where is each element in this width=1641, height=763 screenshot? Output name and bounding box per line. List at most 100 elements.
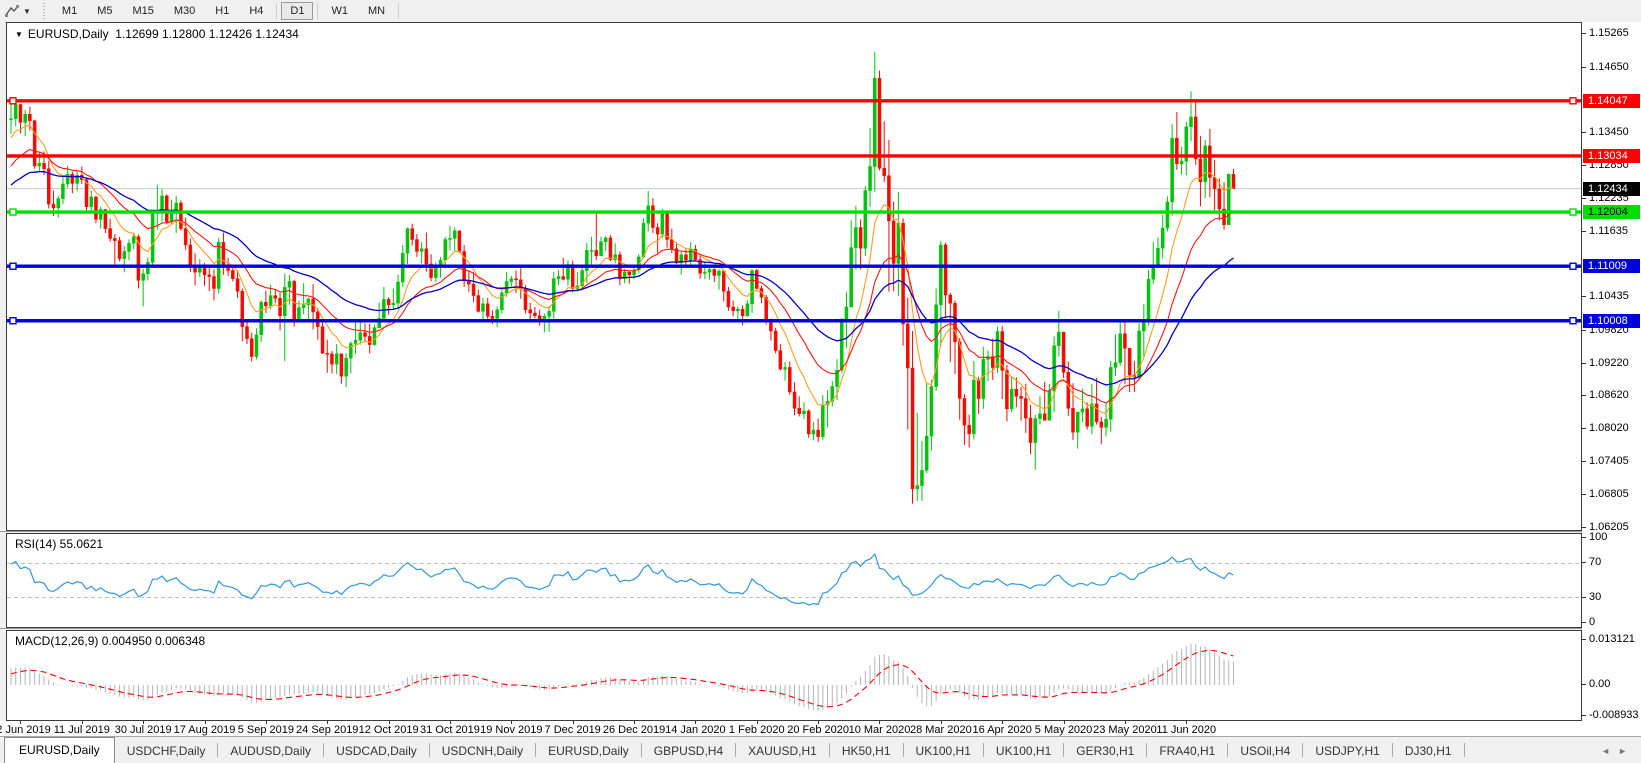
main-price-panel[interactable]: ▼ EURUSD,Daily 1.12699 1.12800 1.12426 1.… xyxy=(6,22,1582,531)
date-tick xyxy=(265,721,267,724)
tab-separator xyxy=(1463,743,1465,757)
symbol-tab-ger30-11[interactable]: GER30,H1 xyxy=(1076,744,1135,758)
date-tick-label: 14 Jan 2020 xyxy=(665,724,726,736)
macd-label: MACD(12,26,9) 0.004950 0.006348 xyxy=(15,634,206,648)
tab-scroll-right-icon[interactable]: ► xyxy=(1618,746,1627,756)
tab-separator xyxy=(1302,743,1304,757)
date-tick-label: 5 May 2020 xyxy=(1034,724,1093,736)
date-tick xyxy=(204,721,206,724)
date-tick xyxy=(449,721,451,724)
date-tick-label: 24 Sep 2019 xyxy=(296,724,359,736)
tab-separator xyxy=(902,743,904,757)
symbol-tab-usdcad-3[interactable]: USDCAD,Daily xyxy=(336,744,417,758)
price-badge: 1.12004 xyxy=(1583,205,1640,220)
symbol-tab-fra40-12[interactable]: FRA40,H1 xyxy=(1159,744,1216,758)
axis-tick-label: 1.06205 xyxy=(1589,520,1629,533)
chart-title: ▼ EURUSD,Daily 1.12699 1.12800 1.12426 1.… xyxy=(15,27,299,41)
chart-title-ohlc: 1.12699 1.12800 1.12426 1.12434 xyxy=(115,27,299,41)
symbol-tab-eurusd-5[interactable]: EURUSD,Daily xyxy=(548,744,629,758)
axis-tick-label: 70 xyxy=(1589,556,1602,569)
chart-window: ▼ EURUSD,Daily 1.12699 1.12800 1.12426 1.… xyxy=(0,22,1641,736)
date-tick-label: 11 Jul 2019 xyxy=(53,724,110,736)
symbol-tab-eurusd-0[interactable]: EURUSD,Daily xyxy=(4,737,115,763)
symbol-tab-gbpusd-6[interactable]: GBPUSD,H4 xyxy=(653,744,724,758)
axis-tick-label: 1.06805 xyxy=(1589,488,1629,501)
date-tick-label: 1 Feb 2020 xyxy=(728,724,785,736)
date-tick-label: 28 Mar 2020 xyxy=(909,724,972,736)
macd-panel[interactable]: MACD(12,26,9) 0.004950 0.006348 xyxy=(6,630,1582,721)
date-tick-label: 16 Apr 2020 xyxy=(972,724,1032,736)
date-tick-label: 17 Aug 2019 xyxy=(173,724,236,736)
symbol-tab-usoil-13[interactable]: USOil,H4 xyxy=(1240,744,1291,758)
tab-separator xyxy=(323,743,325,757)
chart-menu-caret-icon[interactable]: ▼ xyxy=(15,30,23,39)
macd-canvas[interactable] xyxy=(7,631,1581,720)
price-badge: 1.10008 xyxy=(1583,313,1640,328)
axis-tick-label: 0.00 xyxy=(1589,678,1611,690)
rsi-canvas[interactable] xyxy=(7,534,1581,627)
timeframe-button-h1[interactable]: H1 xyxy=(206,2,238,20)
date-tick xyxy=(511,721,513,724)
trendline-tool-icon xyxy=(5,5,19,17)
symbol-tab-dj30-15[interactable]: DJ30,H1 xyxy=(1404,744,1452,758)
timeframe-button-mn[interactable]: MN xyxy=(359,2,394,20)
panel-splitter[interactable] xyxy=(0,531,1641,533)
timeframe-button-m5[interactable]: M5 xyxy=(88,2,121,20)
date-tick xyxy=(1186,721,1188,724)
symbol-tab-usdjpy-14[interactable]: USDJPY,H1 xyxy=(1315,744,1380,758)
price-badge: 1.12434 xyxy=(1583,181,1640,196)
axis-tick-label: 1.07405 xyxy=(1589,455,1629,468)
axis-tick-label: 0 xyxy=(1589,616,1596,628)
axis-tick-label: 1.10435 xyxy=(1589,290,1629,303)
timeframe-button-m15[interactable]: M15 xyxy=(123,2,162,20)
tab-separator xyxy=(735,743,737,757)
toolbar-grip[interactable] xyxy=(40,3,48,19)
date-tick xyxy=(327,721,329,724)
axis-tick-label: 1.08620 xyxy=(1589,389,1629,402)
timeframe-button-w1[interactable]: W1 xyxy=(322,2,357,20)
symbol-tab-usdcnh-4[interactable]: USDCNH,Daily xyxy=(441,744,524,758)
symbol-tab-usdchf-1[interactable]: USDCHF,Daily xyxy=(126,744,206,758)
symbol-tab-hk50-8[interactable]: HK50,H1 xyxy=(841,744,891,758)
timeframe-button-m30[interactable]: M30 xyxy=(165,2,204,20)
rsi-panel[interactable]: RSI(14) 55.0621 xyxy=(6,533,1582,628)
symbol-tab-uk100-9[interactable]: UK100,H1 xyxy=(915,744,971,758)
date-tick xyxy=(20,721,22,724)
axis-tick-label: 1.13450 xyxy=(1589,126,1629,139)
date-tick xyxy=(634,721,636,724)
symbol-tab-uk100-10[interactable]: UK100,H1 xyxy=(995,744,1052,758)
date-tick-label: 12 Oct 2019 xyxy=(358,724,419,736)
date-tick-label: 10 Mar 2020 xyxy=(848,724,911,736)
price-axis[interactable]: 1.15265 1.14650 1.13450 1.12850 1.12235 1.116… xyxy=(1582,22,1641,736)
axis-tick-label: 100 xyxy=(1589,530,1608,543)
tab-separator xyxy=(217,743,219,757)
chart-title-symbol: EURUSD,Daily xyxy=(27,27,109,41)
date-tick-label: 5 Sep 2019 xyxy=(237,724,295,736)
timeframe-button-m1[interactable]: M1 xyxy=(53,2,86,20)
symbol-tab-bar: EURUSD,Daily USDCHF,Daily AUDUSD,Daily USDC… xyxy=(0,736,1641,763)
axis-tick-label: 1.15265 xyxy=(1589,27,1629,40)
price-badge: 1.13034 xyxy=(1583,148,1640,163)
date-tick xyxy=(572,721,574,724)
toolbar-separator xyxy=(398,3,400,19)
date-tick-label: 20 Feb 2020 xyxy=(787,724,849,736)
tab-scroll-left-icon[interactable]: ◄ xyxy=(1601,746,1611,756)
date-tick-label: 11 Jun 2020 xyxy=(1156,724,1217,736)
date-tick xyxy=(1063,721,1065,724)
panel-splitter[interactable] xyxy=(0,628,1641,630)
tab-separator xyxy=(1391,743,1393,757)
axis-tick-label: 1.11635 xyxy=(1589,225,1628,238)
axis-tick-label: 1.14650 xyxy=(1589,60,1629,73)
trendline-tool-button[interactable]: ▼ xyxy=(0,1,35,21)
tab-separator xyxy=(1063,743,1065,757)
dropdown-caret-icon[interactable]: ▼ xyxy=(23,6,31,16)
symbol-tab-xauusd-7[interactable]: XAUUSD,H1 xyxy=(748,744,817,758)
timeframe-button-d1[interactable]: D1 xyxy=(281,2,314,20)
symbol-tab-audusd-2[interactable]: AUDUSD,Daily xyxy=(230,744,312,758)
timeframe-button-h4[interactable]: H4 xyxy=(240,2,272,20)
date-tick xyxy=(1002,721,1004,724)
main-chart-canvas[interactable] xyxy=(7,23,1581,530)
date-tick xyxy=(1124,721,1126,724)
axis-tick-label: -0.008933 xyxy=(1589,708,1639,721)
